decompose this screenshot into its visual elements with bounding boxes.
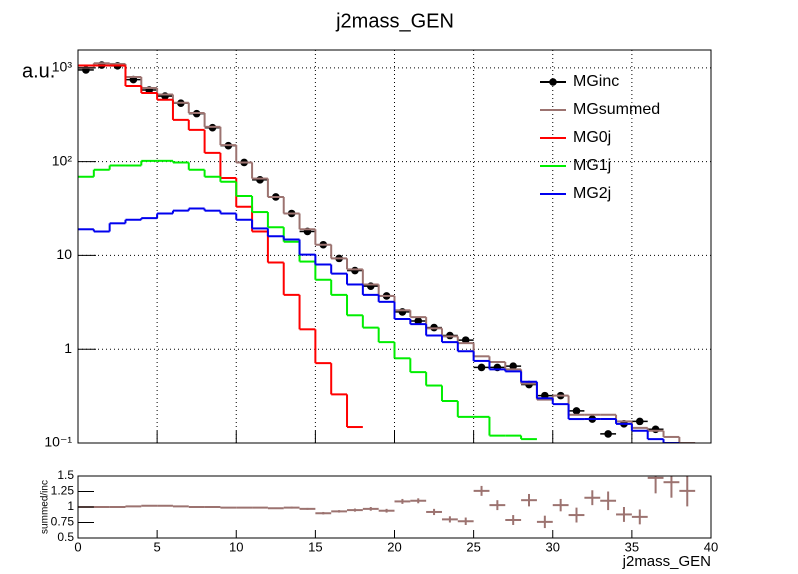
data-point [461,336,470,344]
y-tick-label: 0.5 [57,530,74,544]
ratio-plot [78,476,696,529]
x-tick-label: 10 [229,539,243,554]
y-tick-label: 0.75 [51,515,75,529]
x-tick-label: 35 [625,539,639,554]
y-tick-label: 1.5 [57,468,74,482]
y-tick-label: 10⁻¹ [44,434,72,450]
legend-label: MG1j [573,157,611,174]
data-point [635,417,644,426]
x-tick-label: 5 [154,539,161,554]
y-tick-label: 1 [64,340,72,356]
legend-label: MGsummed [573,101,660,118]
legend-label: MGinc [573,73,619,90]
y-tick-label: 1.25 [51,484,75,498]
data-point [398,308,407,316]
data-point [651,425,660,434]
x-tick-label: 40 [704,539,718,554]
chart-title: j2mass_GEN [335,10,454,32]
x-tick-label: 30 [546,539,560,554]
legend-marker [549,78,557,86]
x-tick-label: 15 [308,539,322,554]
data-point [572,407,581,415]
ratio-y-axis-label: summed/inc [40,480,51,534]
main-plot [78,50,711,443]
data-point [351,266,359,275]
main-frame [77,49,712,444]
data-point [161,92,169,100]
y-axis-label: a.u. [22,60,55,82]
ratio-frame [77,475,712,539]
y-tick-label: 10² [52,152,73,168]
x-tick-label: 20 [387,539,401,554]
x-axis-label: j2mass_GEN [622,553,711,570]
legend-label: MG0j [573,129,611,146]
y-tick-label: 10³ [52,59,73,75]
axes: 10⁻¹ 1 10 10² 10³ MGinc MGsummed MG0j MG1j MG2j 0 5… [44,59,718,555]
data-point [509,362,517,370]
data-point [604,430,612,438]
y-tick-label: 10 [56,246,72,262]
x-tick-label: 25 [466,539,480,554]
legend-label: MG2j [573,185,611,202]
x-tick-label: 0 [74,539,81,554]
y-tick-label: 1 [67,499,74,513]
data-point [477,363,486,372]
data-point [256,176,264,184]
data-point [414,317,423,325]
